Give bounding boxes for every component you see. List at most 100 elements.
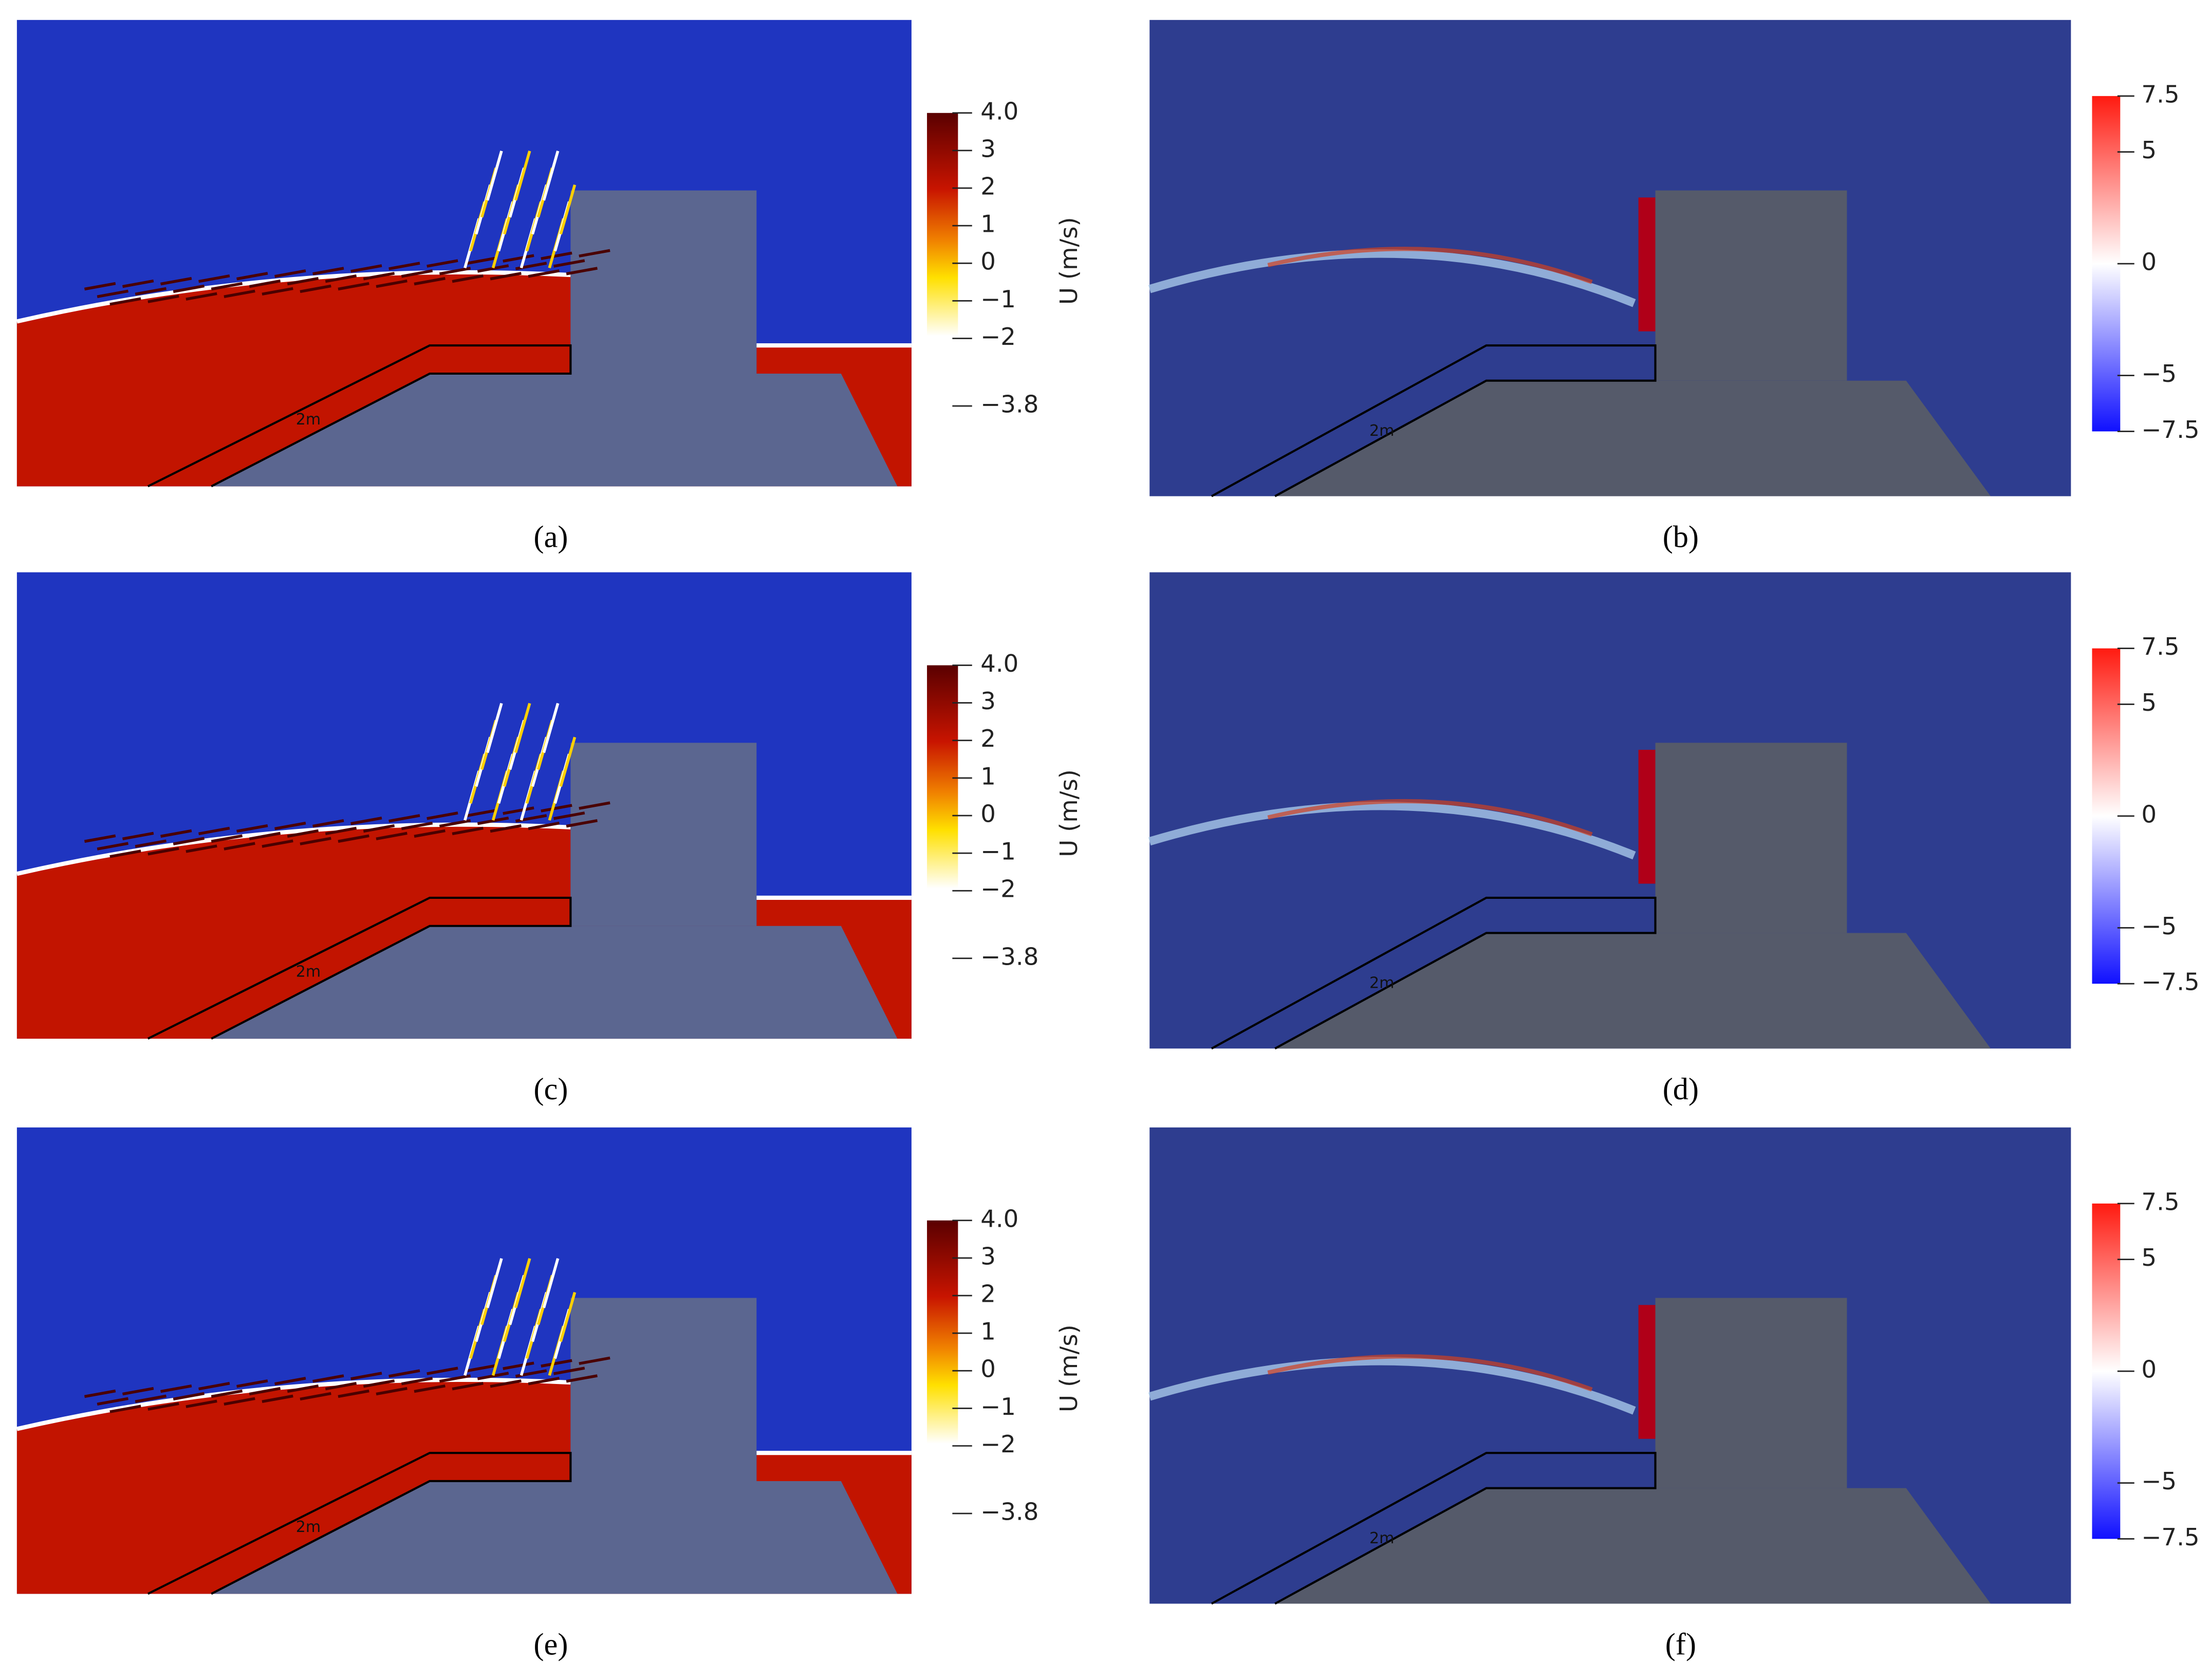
velocity-arrow: [414, 829, 445, 838]
colorbar-tick-label: 3: [980, 687, 996, 715]
velocity-arrow: [452, 274, 484, 283]
colorbar-tick-label: −3.8: [980, 391, 1038, 418]
velocity-arrow: [542, 1258, 560, 1308]
velocity-arrow: [426, 259, 458, 268]
porous-layer: [147, 896, 572, 1040]
velocity-arrow: [84, 834, 116, 843]
velocity-arrow: [262, 287, 293, 296]
free-surface: [16, 270, 912, 348]
vorticity-panel: 2m (f) 7.5 5 0 −5 −7.5: [1148, 1127, 2200, 1661]
colorbar-tick-label: 7.5: [2141, 1188, 2179, 1215]
breakwater-block: [570, 190, 757, 374]
velocity-arrow: [198, 1382, 230, 1391]
colorbar-tick-label: 0: [980, 800, 996, 827]
colorbar-title: U (m/s): [1055, 217, 1083, 305]
velocity-arrow: [312, 267, 344, 275]
colorbar-tick-label: 0: [980, 248, 996, 275]
velocity-arrow: [350, 817, 382, 825]
velocity-arrow: [236, 824, 268, 833]
velocity-arrow: [528, 269, 560, 278]
colorbar-tick-label: 1: [980, 1318, 996, 1345]
velocity-arrow: [559, 184, 577, 235]
colorbar-tick-label: 2: [980, 725, 996, 752]
velocity-arrow: [465, 809, 496, 818]
velocity-panel: 2m (e) 4.0 3 2 1 0 −1 −2 −3.8 U (m/s): [16, 1127, 1083, 1661]
colorbar-tick-label: 5: [2141, 1244, 2157, 1271]
velocity-arrow: [249, 1387, 281, 1396]
velocity-arrow: [452, 826, 484, 836]
velocity-arrow: [160, 829, 192, 838]
vorticity-panel: 2m (d) 7.5 5 0 −5 −7.5: [1148, 572, 2200, 1106]
colorbar-tick-label: 0: [2141, 1356, 2157, 1383]
velocity-arrow: [224, 289, 255, 298]
velocity-arrow: [541, 804, 572, 813]
colorbar-tick-label: −3.8: [980, 943, 1038, 970]
colorbar-title: U (m/s): [1055, 1324, 1083, 1412]
velocity-arrow: [579, 801, 610, 810]
colorbar-tick-label: 2: [980, 1280, 996, 1307]
velocity-arrow: [325, 1382, 357, 1391]
colorbar-tick-label: 1: [980, 210, 996, 238]
velocity-arrow: [185, 844, 217, 853]
velocity-arrow: [363, 272, 395, 281]
scale-label: 2m: [296, 1518, 321, 1536]
shear-layer: [1148, 1357, 1636, 1415]
velocity-arrow: [300, 1392, 331, 1401]
colorbar-tick-label: 4.0: [980, 650, 1018, 677]
colorbar-tick-label: −1: [980, 1393, 1016, 1420]
velocity-arrow: [559, 736, 577, 787]
velocity-arrow: [514, 703, 531, 753]
velocity-arrow: [325, 274, 357, 283]
velocity-arrow: [388, 814, 420, 823]
velocity-arrow: [147, 847, 179, 856]
velocity-arrow: [262, 1394, 293, 1404]
velocity-arrow: [274, 821, 306, 830]
velocity-arrow: [122, 1387, 154, 1396]
porous-layer: [147, 344, 572, 488]
velocity-arrow: [514, 1258, 531, 1308]
velocity-arrow: [122, 832, 154, 841]
breakwater-base: [1275, 1488, 1991, 1604]
velocity-arrow: [376, 1387, 407, 1396]
velocity-arrow: [198, 274, 230, 283]
velocity-arrow: [465, 1364, 496, 1373]
velocity-arrow: [338, 1389, 369, 1398]
velocity-arrow: [300, 837, 331, 845]
velocity-arrow: [109, 850, 141, 858]
velocity-arrow: [528, 1377, 560, 1386]
velocity-arrow: [211, 1389, 243, 1398]
velocity-arrow: [477, 1372, 509, 1380]
vorticity-panel: 2m (b) 7.5 5 0 −5 −7.5: [1148, 20, 2200, 554]
caption: (f): [1665, 1627, 1696, 1661]
velocity-arrow: [376, 832, 407, 841]
wall-vorticity: [1638, 750, 1656, 884]
velocity-arrow: [160, 276, 192, 286]
velocity-arrow: [553, 1367, 585, 1375]
caption: (c): [534, 1072, 568, 1106]
velocity-arrow: [97, 1397, 128, 1406]
velocity-arrow: [84, 1389, 116, 1398]
velocity-arrow: [135, 287, 167, 296]
velocity-arrow: [97, 289, 128, 298]
caption: (a): [534, 520, 568, 554]
velocity-arrow: [173, 837, 205, 845]
velocity-arrow: [465, 256, 496, 265]
scale-label: 2m: [1369, 1529, 1395, 1547]
porous-layer: [1211, 896, 1657, 1050]
velocity-arrow: [122, 279, 154, 288]
colorbar: [2092, 96, 2121, 432]
caption: (e): [534, 1627, 568, 1661]
colorbar-tick-label: −1: [980, 285, 1016, 313]
velocity-arrow: [363, 1379, 395, 1388]
velocity-arrow: [274, 269, 306, 278]
colorbar-tick-label: 0: [2141, 800, 2157, 828]
velocity-arrow: [515, 814, 547, 823]
velocity-arrow: [338, 834, 369, 843]
velocity-arrow: [388, 262, 420, 270]
velocity-arrow: [401, 821, 433, 830]
velocity-arrow: [542, 151, 560, 201]
velocity-arrow: [414, 276, 445, 286]
velocity-arrow: [486, 1258, 503, 1308]
colorbar-tick-label: −1: [980, 838, 1016, 865]
